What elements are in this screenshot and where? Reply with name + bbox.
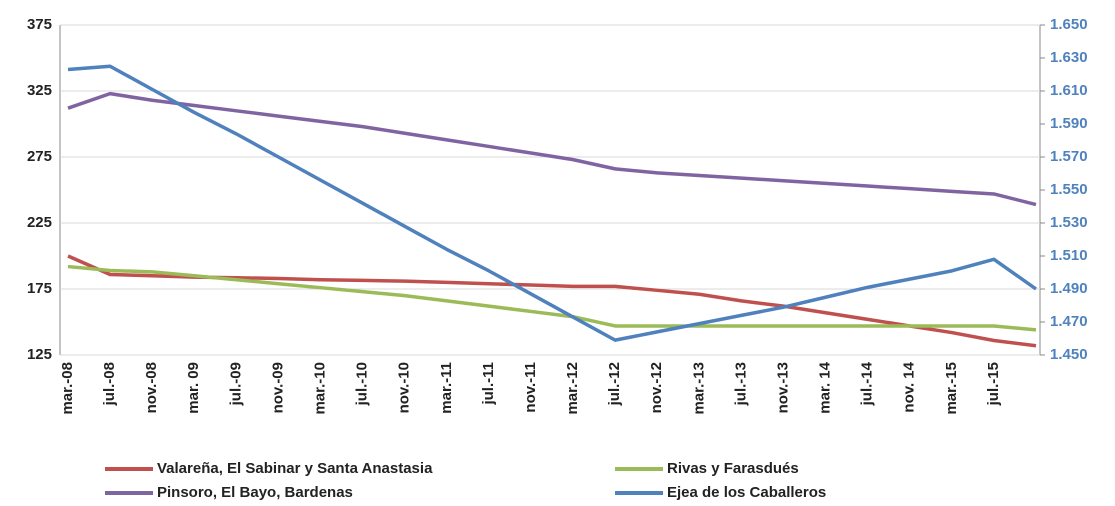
x-tick-label: mar.-08 — [59, 362, 76, 415]
x-tick-label: mar. 09 — [185, 362, 202, 414]
x-tick-label: jul.-09 — [227, 362, 244, 406]
y2-tick-label: 1.530 — [1050, 214, 1088, 231]
y-tick-label: 225 — [27, 214, 52, 231]
y2-tick-label: 1.570 — [1050, 148, 1088, 165]
y2-tick-label: 1.650 — [1050, 16, 1088, 33]
y2-tick-label: 1.590 — [1050, 115, 1088, 132]
x-tick-label: mar.-13 — [690, 362, 707, 415]
x-tick-label: jul.-14 — [859, 361, 876, 406]
x-tick-label: jul.-12 — [606, 362, 623, 406]
y-tick-label: 175 — [27, 280, 52, 297]
x-tick-label: jul.-13 — [732, 362, 749, 406]
y-tick-label: 375 — [27, 16, 52, 33]
series-line — [67, 64, 1038, 342]
x-tick-label: nov.-08 — [143, 362, 160, 413]
y-tick-label: 275 — [27, 148, 52, 165]
y-tick-label: 125 — [27, 346, 52, 363]
series-line — [67, 254, 1037, 348]
y2-tick-label: 1.470 — [1050, 313, 1088, 330]
x-tick-label: jul.-08 — [101, 362, 118, 406]
x-tick-label: nov. 14 — [901, 361, 918, 412]
x-tick-label: mar.-10 — [311, 362, 328, 415]
x-tick-label: nov.-10 — [396, 362, 413, 413]
x-tick-label: nov.-13 — [774, 362, 791, 413]
x-tick-label: mar.-15 — [943, 362, 960, 415]
y2-tick-label: 1.450 — [1050, 346, 1088, 363]
legend-label: Ejea de los Caballeros — [667, 484, 826, 501]
y2-tick-label: 1.550 — [1050, 181, 1088, 198]
x-tick-label: mar. 14 — [817, 361, 834, 413]
y2-tick-label: 1.630 — [1050, 49, 1088, 66]
x-tick-label: jul.-15 — [985, 362, 1002, 406]
legend-label: Pinsoro, El Bayo, Bardenas — [157, 484, 353, 501]
legend-label: Valareña, El Sabinar y Santa Anastasia — [157, 460, 433, 477]
legend-label: Rivas y Farasdués — [667, 460, 799, 477]
series-line — [67, 264, 1037, 332]
x-tick-label: jul.-10 — [354, 362, 371, 406]
x-tick-label: mar.-12 — [564, 362, 581, 415]
x-tick-label: nov.-09 — [269, 362, 286, 413]
y2-tick-label: 1.510 — [1050, 247, 1088, 264]
x-tick-label: nov.-12 — [648, 362, 665, 413]
y-tick-label: 325 — [27, 82, 52, 99]
x-tick-label: nov.-11 — [522, 362, 539, 413]
series-line — [67, 91, 1037, 207]
y2-tick-label: 1.490 — [1050, 280, 1088, 297]
x-tick-label: jul.-11 — [480, 362, 497, 406]
y2-tick-label: 1.610 — [1050, 82, 1088, 99]
x-tick-label: mar.-11 — [438, 362, 455, 414]
